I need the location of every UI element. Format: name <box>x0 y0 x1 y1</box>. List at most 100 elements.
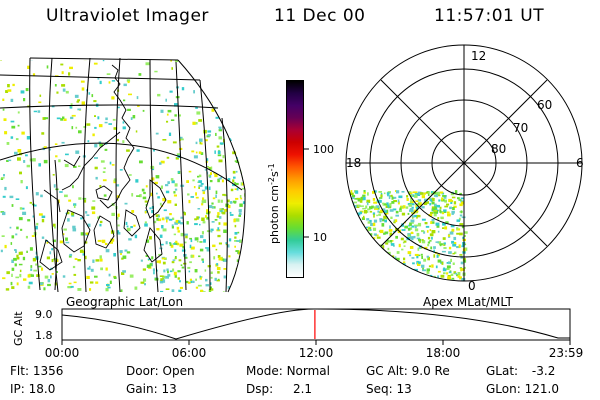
polar-speck <box>388 229 393 232</box>
polar-speck <box>362 194 366 197</box>
geo-speck <box>85 211 88 214</box>
geo-speck <box>140 259 143 262</box>
geo-speck <box>227 244 230 248</box>
geo-speck <box>206 216 209 220</box>
geo-speck <box>235 218 240 222</box>
polar-speck <box>405 282 409 285</box>
geo-speck <box>167 181 170 184</box>
polar-speck <box>403 278 408 281</box>
geo-speck <box>99 255 102 259</box>
polar-speck <box>393 221 396 224</box>
geo-speck <box>220 199 223 203</box>
mlat-label-60: 60 <box>537 98 552 112</box>
geo-speck <box>154 181 158 185</box>
polar-speck <box>371 266 376 270</box>
geo-speck <box>208 174 210 177</box>
geo-speck <box>200 289 203 292</box>
polar-speck <box>395 214 399 217</box>
geo-speck <box>222 291 225 292</box>
geo-speck <box>248 240 251 243</box>
geo-speck <box>40 194 43 198</box>
polar-speck <box>425 225 430 228</box>
geo-speck <box>195 278 197 281</box>
polar-speck <box>443 247 447 249</box>
geo-speck <box>144 283 146 286</box>
geo-speck <box>234 232 238 235</box>
geo-speck <box>17 124 20 127</box>
geo-speck <box>217 150 221 155</box>
geo-speck <box>105 287 109 292</box>
geo-speck <box>187 266 191 269</box>
geo-speck <box>243 248 245 252</box>
geo-speck <box>29 247 33 251</box>
geo-speck <box>196 111 201 115</box>
polar-speck <box>366 265 371 267</box>
polar-speck <box>437 241 442 244</box>
polar-speck <box>409 222 412 226</box>
geo-speck <box>220 210 223 214</box>
geo-speck <box>99 220 103 224</box>
polar-speck <box>456 274 459 277</box>
polar-speck <box>362 207 366 210</box>
geo-speck <box>232 151 237 155</box>
polar-speck <box>447 213 451 217</box>
geo-speck <box>94 166 98 170</box>
geo-speck <box>218 136 223 140</box>
polar-speck <box>456 284 459 286</box>
geo-speck <box>165 98 167 102</box>
geo-speck <box>240 160 242 164</box>
colorbar-unit-label: photon cm-2s-1 <box>267 163 281 244</box>
geo-speck <box>168 132 172 136</box>
geo-speck <box>54 226 56 229</box>
geo-speck <box>249 247 252 250</box>
geo-speck <box>120 289 123 292</box>
polar-speck <box>417 247 420 251</box>
polar-speck <box>461 278 466 281</box>
polar-speck <box>389 232 393 236</box>
polar-speck <box>366 248 370 252</box>
polar-speck <box>410 199 413 203</box>
geo-speck <box>174 256 177 259</box>
polar-speck <box>399 268 404 271</box>
geo-speck <box>49 148 51 151</box>
polar-speck <box>412 236 416 239</box>
geo-speck <box>246 199 249 201</box>
info-gc-alt: GC Alt: 9.0 Re <box>366 364 450 378</box>
polar-speck <box>458 199 462 201</box>
geo-speck <box>126 149 130 152</box>
geo-speck <box>166 219 168 223</box>
polar-speck <box>368 249 372 252</box>
geo-speck <box>198 186 200 189</box>
geo-speck <box>248 189 250 192</box>
polar-speck <box>348 223 350 227</box>
polar-speck <box>378 274 383 278</box>
polar-speck <box>347 213 350 215</box>
polar-speck <box>433 213 437 217</box>
polar-speck <box>360 238 365 242</box>
geo-speck <box>34 256 39 260</box>
geo-speck <box>215 190 218 194</box>
info-dsp: Dsp: 2.1 <box>246 382 313 396</box>
geo-speck <box>184 233 188 236</box>
polar-speck <box>346 204 350 208</box>
info-glat: GLat: -3.2 <box>486 364 556 378</box>
polar-speck <box>457 275 461 278</box>
geo-speck <box>221 258 225 261</box>
geo-speck <box>208 289 212 292</box>
geo-speck <box>156 192 158 195</box>
geo-speck <box>231 125 235 127</box>
geo-speck <box>25 186 28 190</box>
geo-speck <box>172 259 176 261</box>
polar-speck <box>369 219 372 223</box>
geo-speck <box>202 191 205 195</box>
geo-speck <box>43 146 47 149</box>
polar-speck <box>461 225 464 229</box>
geo-speck <box>104 242 108 246</box>
geo-speck <box>117 213 120 217</box>
geo-speck <box>203 199 207 203</box>
geo-speck <box>41 267 44 271</box>
polar-speck <box>437 284 439 287</box>
polar-speck <box>417 199 422 202</box>
geo-speck <box>55 155 58 158</box>
geo-speck <box>83 60 87 61</box>
